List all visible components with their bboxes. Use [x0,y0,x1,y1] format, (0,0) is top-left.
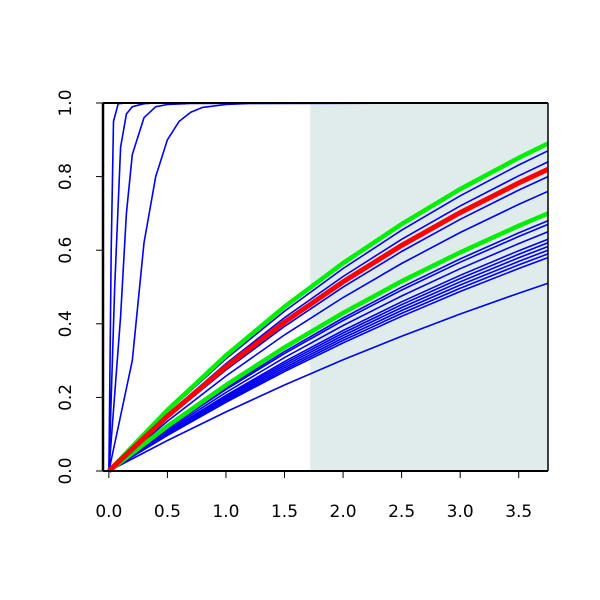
band-series-line-13 [108,253,549,472]
x-tick-label: 3.5 [505,502,532,522]
x-tick-label: 0.5 [154,502,181,522]
y-tick-label: 0.0 [56,457,76,484]
x-tick-label: 0.0 [95,502,122,522]
x-tick-label: 2.0 [330,502,357,522]
x-tick-label: 3.0 [447,502,474,522]
x-tick-label: 1.0 [212,502,239,522]
series-layer [107,102,550,473]
band-series-line-4 [108,190,549,472]
band-series-line-12 [108,249,549,472]
quantile-series-line-2 [107,211,549,473]
band-series-line-7 [108,223,549,472]
band-series-line-14 [108,256,549,472]
shaded-region-layer [310,103,548,471]
y-tick-label: 0.4 [56,310,76,337]
shaded-region [310,103,548,471]
x-tick-label: 2.5 [388,502,415,522]
band-series-line-11 [108,245,549,472]
band-series-line-15 [108,282,549,472]
median-series-line [107,166,550,473]
y-tick-label: 1.0 [56,89,76,116]
x-tick-label: 1.5 [271,502,298,522]
y-tick-label: 0.8 [56,163,76,190]
saturating-series-line-4 [108,102,549,472]
quantile-series-line-1 [107,141,549,473]
y-tick-label: 0.2 [56,384,76,411]
band-series-line-10 [108,242,549,472]
band-series-line-9 [108,238,549,472]
band-series-line-8 [108,231,549,472]
y-tick-label: 0.6 [56,237,76,264]
axis-layer: 0.0 0.5 1.0 1.5 2.0 2.5 3.0 3.5 0.0 0.2 0.4 0.6 0.8 1… [56,89,549,522]
